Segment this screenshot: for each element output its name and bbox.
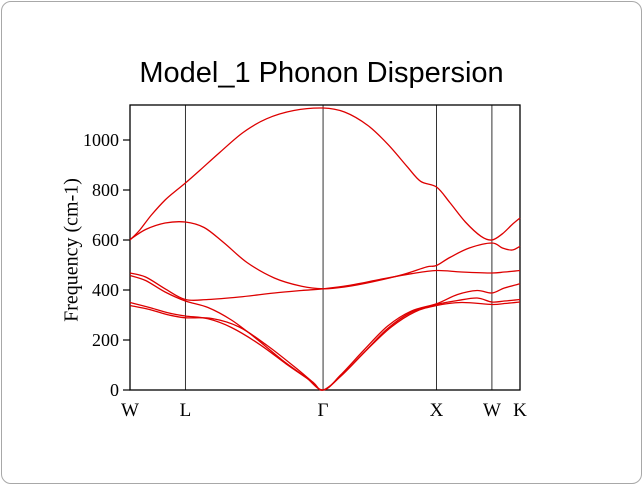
y-tick-label: 0 [110,380,119,400]
x-axis-label: W [121,400,139,421]
phonon-branch-branch-6-TA2 [129,301,521,391]
y-tick-label: 600 [92,230,119,250]
plot-frame [129,104,521,391]
x-axis-label: Γ [318,400,329,421]
x-axis-label: L [180,400,192,421]
y-axis: 0 200 400 600 800 1000 [83,130,130,400]
phonon-branch-branch-2 [129,221,521,290]
y-tick-label: 800 [92,180,119,200]
phonon-branches [129,107,521,391]
y-tick-label: 400 [92,280,119,300]
x-axis-label: X [430,400,444,421]
phonon-branch-branch-1-LO [129,107,521,241]
y-tick-label: 200 [92,330,119,350]
gridlines [184,105,493,390]
phonon-branch-branch-3-TO [129,269,521,302]
x-axis-label: W [483,400,501,421]
y-tick-label: 1000 [83,130,119,150]
chart-title: Model_1 Phonon Dispersion [139,57,504,89]
phonon-branch-branch-5-TA1 [129,297,521,391]
phonon-branch-branch-4-LA [129,274,521,391]
x-axis-label: K [513,400,527,421]
